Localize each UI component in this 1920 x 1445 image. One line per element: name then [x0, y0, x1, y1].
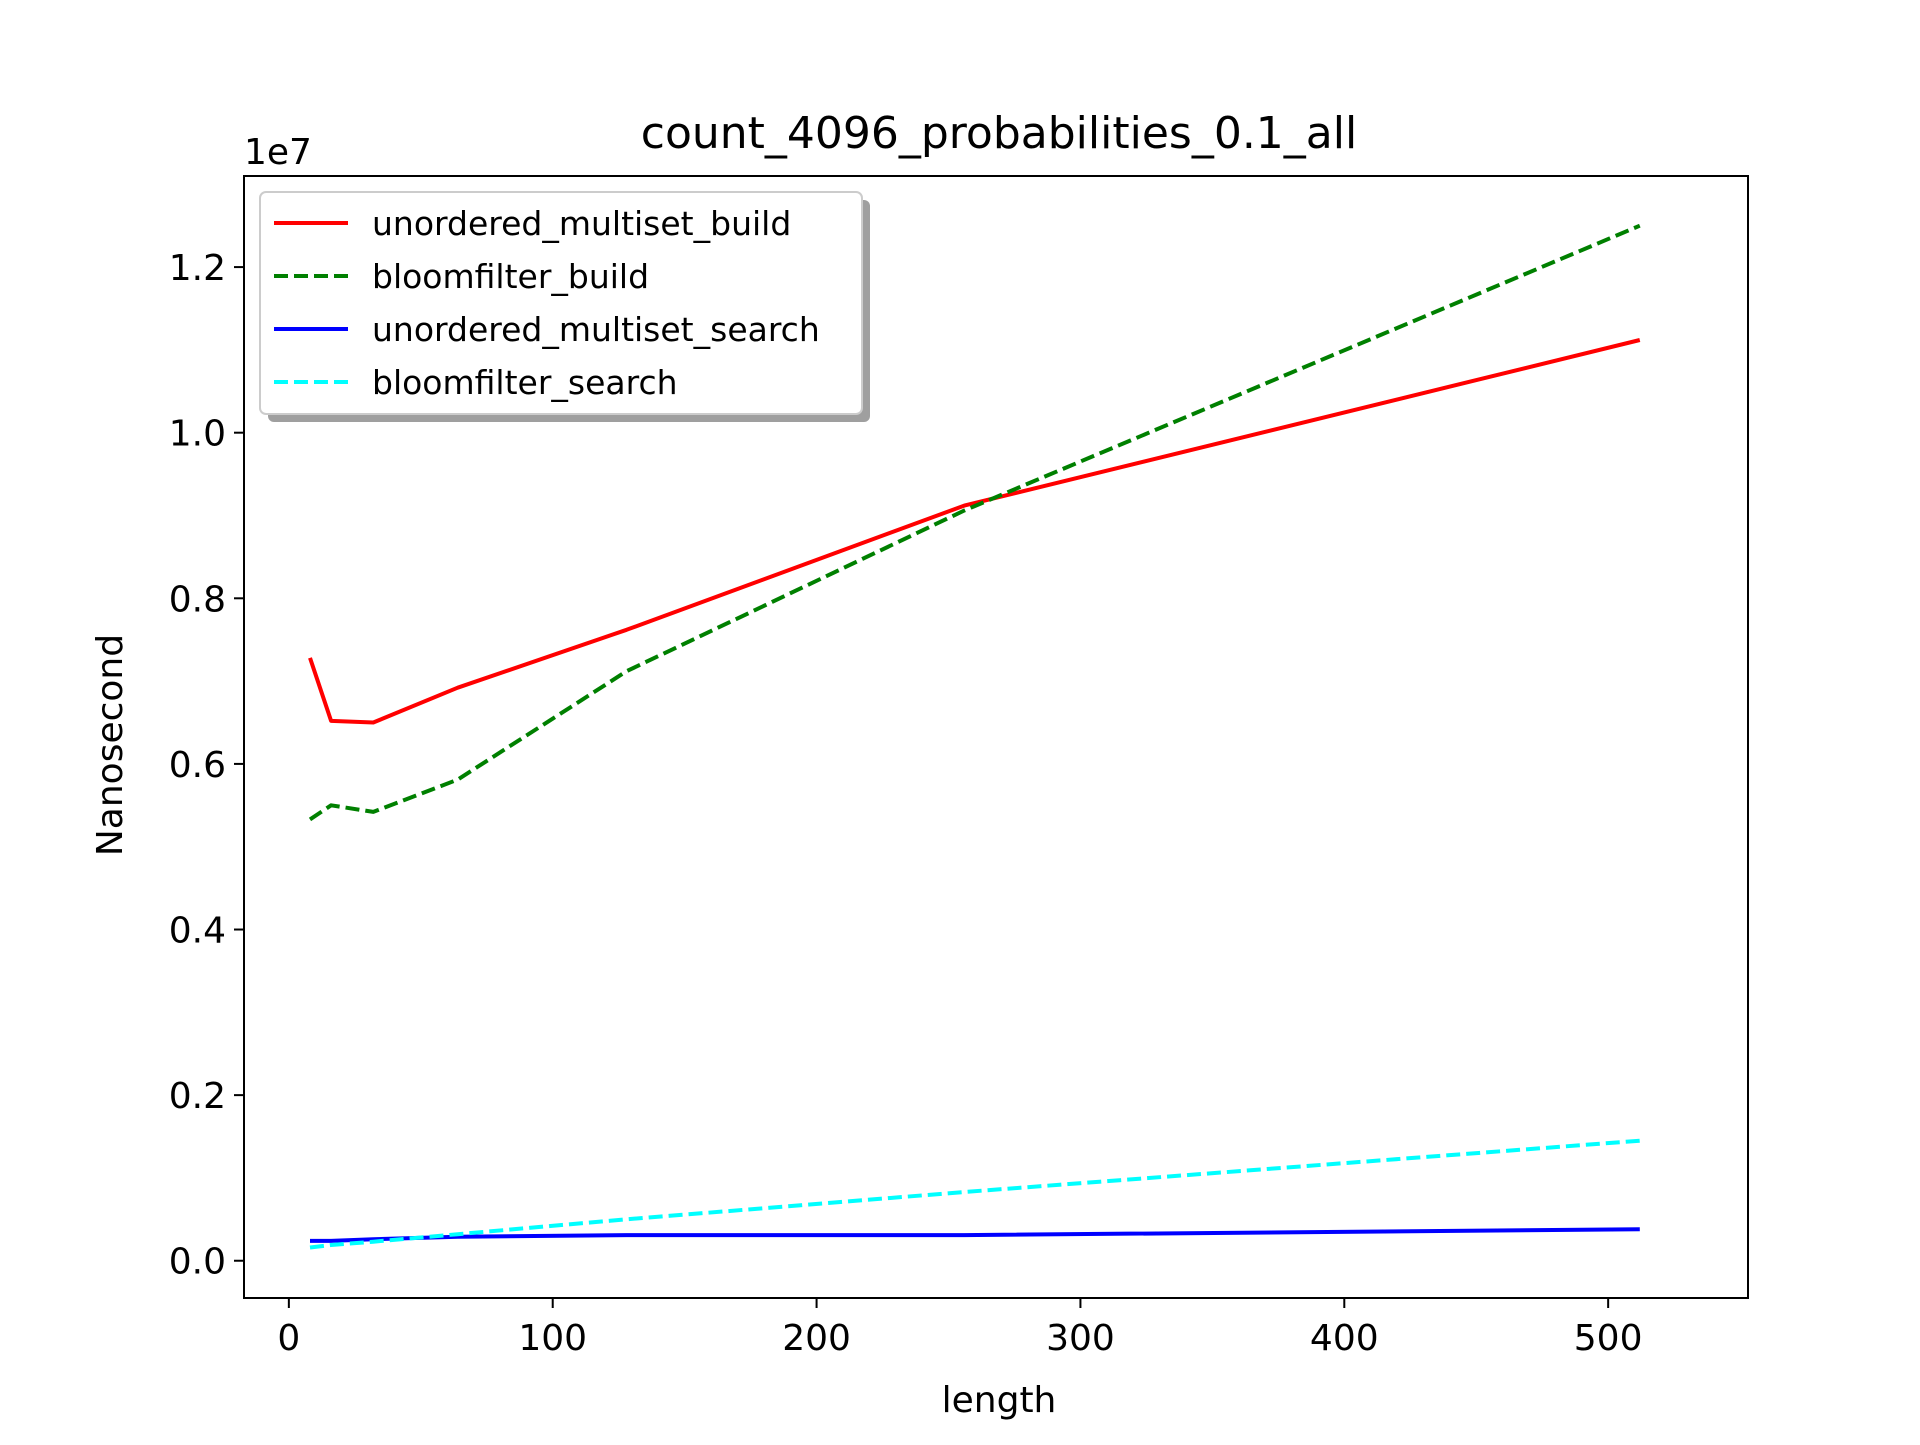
y-tick-label: 0.8 — [169, 579, 226, 620]
plot-frame — [243, 175, 1749, 1299]
legend-label-bloomfilter-build: bloomfilter_build — [372, 257, 649, 296]
y-tick-label: 0.6 — [169, 745, 226, 786]
series-line-bloomfilter-build — [308, 223, 1641, 822]
y-axis-offset-label: 1e7 — [244, 132, 312, 173]
y-tick-label: 1.2 — [169, 248, 226, 289]
series-line-unordered-multiset-build — [308, 338, 1641, 725]
legend-label-unordered-multiset-build: unordered_multiset_build — [372, 204, 791, 243]
y-tick-label: 1.0 — [169, 414, 226, 455]
chart-title: count_4096_probabilities_0.1_all — [641, 108, 1357, 159]
x-tick-label: 500 — [1574, 1318, 1643, 1359]
x-tick-label: 100 — [518, 1318, 587, 1359]
x-tick-label: 300 — [1046, 1318, 1115, 1359]
legend-label-bloomfilter-search: bloomfilter_search — [372, 363, 678, 402]
x-tick-label: 0 — [277, 1318, 300, 1359]
y-tick-label: 0.2 — [169, 1076, 226, 1117]
plot-area — [308, 223, 1641, 1250]
x-tick-label: 200 — [782, 1318, 851, 1359]
x-tick-label: 400 — [1310, 1318, 1379, 1359]
series-line-bloomfilter-search — [309, 1138, 1640, 1250]
y-tick-label: 0.0 — [169, 1242, 226, 1283]
y-tick-label: 0.4 — [169, 911, 226, 952]
x-axis-label: length — [942, 1380, 1057, 1421]
axes: 0 100 200 300 400 500 0.0 0.2 0.4 0.6 0.8 1.0 1.2 — [169, 175, 1749, 1359]
legend-box — [259, 191, 863, 415]
legend-label-unordered-multiset-search: unordered_multiset_search — [372, 310, 820, 349]
y-axis-label: Nanosecond — [90, 634, 131, 856]
series-line-unordered-multiset-search — [310, 1227, 1640, 1243]
legend: unordered_multiset_build bloomfilter_buil… — [259, 191, 870, 422]
